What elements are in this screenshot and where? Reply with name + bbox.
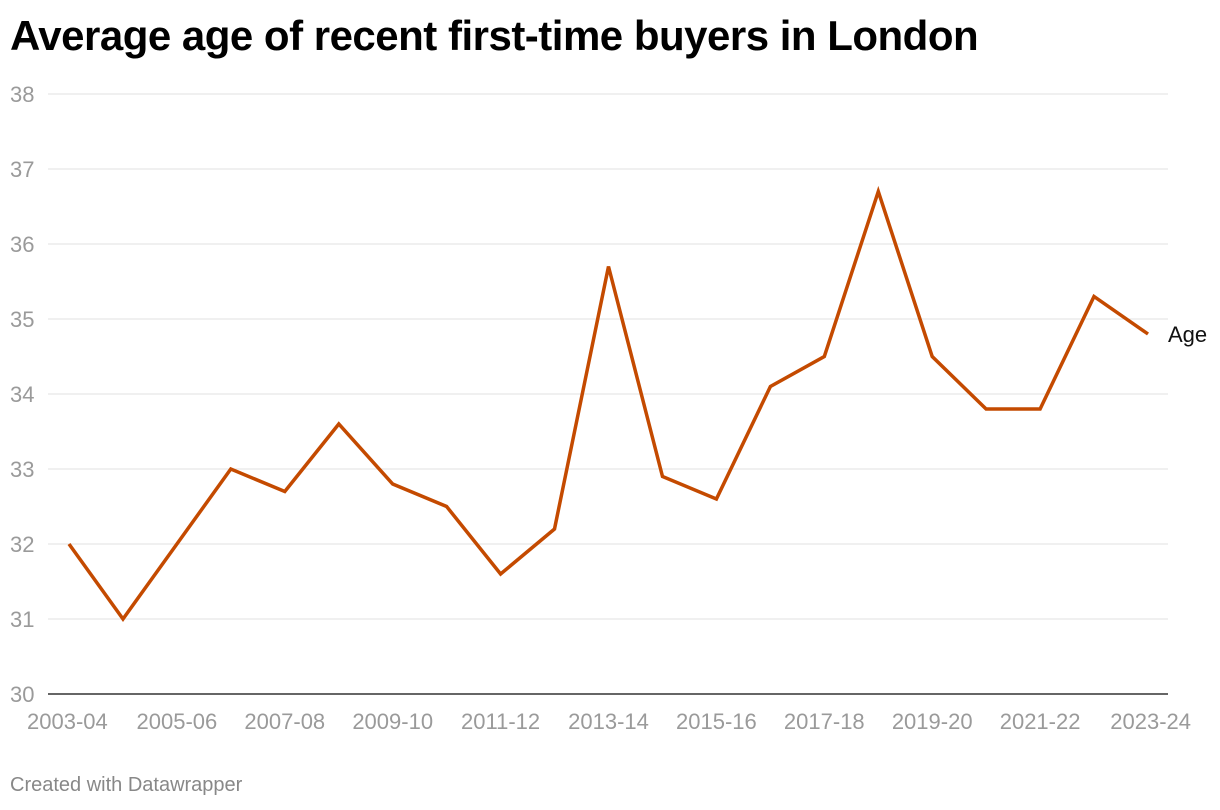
- x-axis-ticks: 2003-04 2005-06 2007-08 2009-10 2011-12 2013-…: [27, 709, 1191, 734]
- line-chart: 30 31 32 33 34 35 36 37 38 2003-04 2005-06 2007-08…: [10, 82, 1207, 734]
- y-tick-label: 38: [10, 82, 34, 107]
- y-axis-ticks: 30 31 32 33 34 35 36 37 38: [10, 82, 34, 707]
- x-tick-label: 2021-22: [1000, 709, 1081, 734]
- y-tick-label: 30: [10, 682, 34, 707]
- y-tick-label: 32: [10, 532, 34, 557]
- x-tick-label: 2017-18: [784, 709, 865, 734]
- gridlines: [48, 93, 1168, 695]
- x-tick-label: 2009-10: [352, 709, 433, 734]
- series-label: Age: [1168, 322, 1207, 347]
- x-tick-label: 2003-04: [27, 709, 108, 734]
- x-tick-label: 2019-20: [892, 709, 973, 734]
- y-tick-label: 36: [10, 232, 34, 257]
- y-tick-label: 35: [10, 307, 34, 332]
- y-tick-label: 31: [10, 607, 34, 632]
- series-layer: Age: [67, 185, 1207, 622]
- y-tick-label: 33: [10, 457, 34, 482]
- x-tick-label: 2007-08: [244, 709, 325, 734]
- series-line-age: [67, 185, 1149, 622]
- y-tick-label: 37: [10, 157, 34, 182]
- chart-title: Average age of recent first-time buyers …: [10, 12, 979, 59]
- x-tick-label: 2005-06: [137, 709, 218, 734]
- x-tick-label: 2015-16: [676, 709, 757, 734]
- x-tick-label: 2013-14: [568, 709, 649, 734]
- x-tick-label: 2011-12: [461, 709, 540, 734]
- x-tick-label: 2023-24: [1110, 709, 1191, 734]
- footer-credit: Created with Datawrapper: [10, 774, 243, 796]
- y-tick-label: 34: [10, 382, 34, 407]
